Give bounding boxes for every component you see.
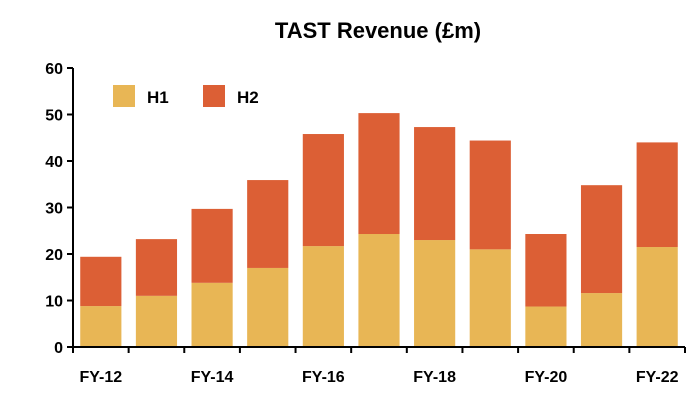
y-tick-label: 30: [45, 201, 63, 218]
bar-h1-fy-12: [80, 306, 122, 347]
bar-h1-fy-15: [247, 267, 289, 347]
legend-swatch-h2: [203, 85, 225, 107]
bar-h1-fy-18: [414, 240, 456, 347]
bar-h1-fy-21: [580, 293, 623, 347]
bar-h1-fy-20: [525, 306, 567, 347]
y-tick-label: 60: [45, 61, 63, 78]
y-tick-label: 40: [45, 154, 63, 171]
legend-swatch-h1: [113, 85, 135, 107]
x-tick-label: FY-18: [413, 369, 456, 386]
bar-h1-fy-22: [636, 247, 678, 347]
x-tick-label: FY-12: [79, 369, 122, 386]
legend-label-h1: H1: [147, 88, 169, 107]
x-tick-label: FY-14: [191, 369, 234, 386]
y-tick-label: 0: [54, 340, 63, 357]
y-tick-label: 10: [45, 294, 63, 311]
bar-h2-fy-20: [525, 234, 567, 307]
bar-h1-fy-19: [469, 249, 511, 347]
bar-h2-fy-17: [358, 113, 400, 235]
bar-h2-fy-12: [80, 256, 122, 307]
chart-title: TAST Revenue (£m): [275, 18, 481, 43]
bar-h2-fy-18: [414, 127, 456, 241]
bars-group: [80, 113, 678, 347]
bar-h2-fy-13: [135, 239, 178, 296]
bar-h2-fy-22: [636, 142, 678, 248]
x-tick-label: FY-20: [525, 369, 568, 386]
y-tick-label: 50: [45, 108, 63, 125]
x-tick-label: FY-16: [302, 369, 345, 386]
axes-group: 0 10 20 30 40 50 60 FY-12 FY-14 FY-16 FY-18 FY-20 FY…: [45, 61, 686, 386]
bar-h1-fy-13: [135, 295, 178, 347]
bar-h2-fy-21: [580, 185, 623, 294]
bar-h2-fy-19: [469, 140, 511, 250]
legend-label-h2: H2: [237, 88, 259, 107]
y-tick-label: 20: [45, 247, 63, 264]
bar-h1-fy-17: [358, 234, 400, 347]
bar-h2-fy-15: [247, 180, 289, 268]
bar-h1-fy-14: [191, 282, 233, 347]
x-tick-label: FY-22: [636, 369, 679, 386]
bar-h1-fy-16: [302, 246, 344, 347]
bar-h2-fy-14: [191, 208, 233, 283]
legend: H1 H2: [113, 85, 259, 107]
bar-h2-fy-16: [302, 134, 344, 247]
